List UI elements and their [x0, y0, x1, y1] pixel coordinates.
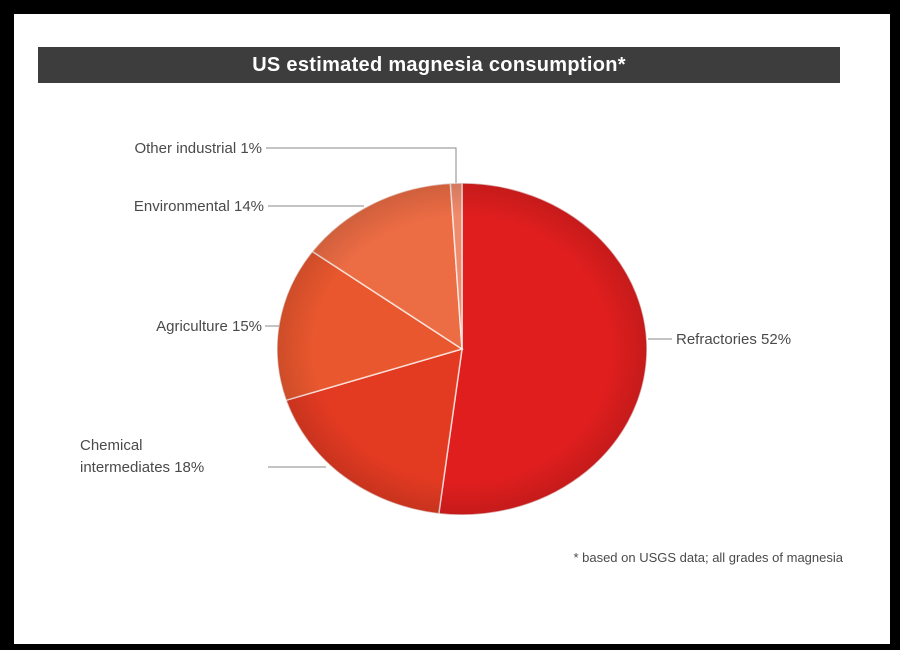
label-chemical-line1: Chemical	[80, 437, 143, 454]
chart-title: US estimated magnesia consumption*	[252, 53, 626, 76]
label-agriculture: Agriculture 15%	[156, 318, 262, 335]
chart-title-bar: US estimated magnesia consumption*	[38, 47, 840, 83]
leader-line-other	[266, 147, 457, 183]
label-refractories: Refractories 52%	[676, 331, 791, 348]
label-other-industrial: Other industrial 1%	[134, 140, 262, 157]
label-chemical-line2: intermediates 18%	[80, 459, 204, 476]
pie-shading	[277, 183, 647, 515]
label-environmental: Environmental 14%	[134, 198, 264, 215]
footnote: * based on USGS data; all grades of magn…	[573, 550, 843, 565]
